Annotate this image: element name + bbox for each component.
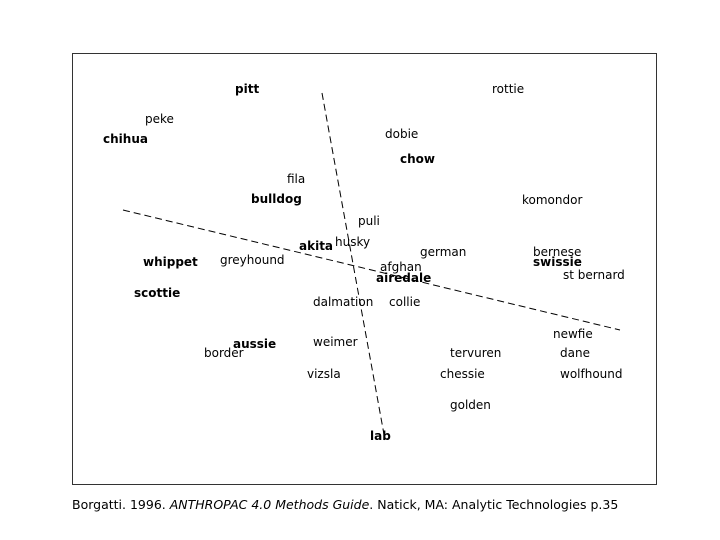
- breed-label: aussie: [233, 337, 276, 351]
- breed-label: bulldog: [251, 192, 302, 206]
- breed-label: dalmation: [313, 295, 373, 309]
- breed-label: akita: [299, 239, 333, 253]
- breed-label: swissie: [533, 255, 582, 269]
- breed-label: golden: [450, 398, 491, 412]
- labels: pitt rottie peke chihua dobie chow fila bulldog…: [103, 82, 625, 443]
- breed-label: bernese: [533, 245, 581, 259]
- breed-label: tervuren: [450, 346, 501, 360]
- breed-label: afghan: [380, 260, 422, 274]
- breed-label: rottie: [492, 82, 524, 96]
- breed-label: dobie: [385, 127, 418, 141]
- breed-label: weimer: [313, 335, 358, 349]
- diagram: pitt rottie peke chihua dobie chow fila bulldog…: [72, 53, 657, 485]
- breed-label: chihua: [103, 132, 148, 146]
- caption-author: Borgatti. 1996.: [72, 497, 170, 512]
- caption-title: ANTHROPAC 4.0 Methods Guide: [169, 497, 370, 512]
- breed-label: pitt: [235, 82, 259, 96]
- breed-label: komondor: [522, 193, 582, 207]
- breed-label: vizsla: [307, 367, 341, 381]
- breed-label: newfie: [553, 327, 593, 341]
- breed-label: border: [204, 346, 244, 360]
- breed-label: greyhound: [220, 253, 285, 267]
- breed-label: st bernard: [563, 268, 625, 282]
- dimension-line: [321, 92, 386, 441]
- breed-label: peke: [145, 112, 174, 126]
- breed-label: whippet: [143, 255, 198, 269]
- frame: [72, 53, 657, 485]
- dimension-line: [122, 209, 621, 331]
- breed-label: chessie: [440, 367, 485, 381]
- breed-label: husky: [335, 235, 370, 249]
- breed-label: wolfhound: [560, 367, 623, 381]
- caption: Borgatti. 1996. ANTHROPAC 4.0 Methods Gu…: [72, 497, 618, 512]
- breed-label: chow: [400, 152, 435, 166]
- breed-label: airedale: [376, 271, 431, 285]
- breed-label: fila: [287, 172, 305, 186]
- breed-label: dane: [560, 346, 590, 360]
- breed-label: scottie: [134, 286, 180, 300]
- breed-label: lab: [370, 429, 391, 443]
- breed-label: german: [420, 245, 466, 259]
- caption-rest: . Natick, MA: Analytic Technologies p.35: [369, 497, 619, 512]
- breed-label: puli: [358, 214, 380, 228]
- breed-label: collie: [389, 295, 420, 309]
